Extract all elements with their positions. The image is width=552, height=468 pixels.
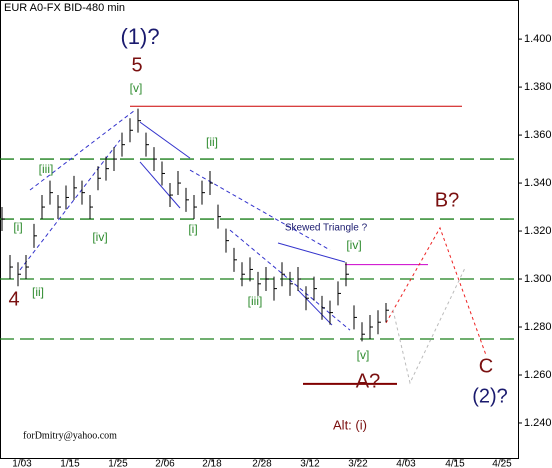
y-tick-label: 1.240 [524,417,552,429]
x-tick-label: 2/18 [202,459,222,468]
annotation-line [297,289,333,326]
y-tick-label: 1.320 [524,225,552,237]
annotation: [v] [130,81,143,95]
annotation: Skewed Triangle ? [285,223,368,234]
annotation-line [29,109,136,191]
annotation: (1)? [120,24,159,49]
y-tick-label: 1.360 [524,129,552,141]
y-tick-label: 1.300 [524,273,552,285]
annotation-line [139,161,181,209]
x-tick-label: 2/06 [155,459,175,468]
annotation: [i] [188,222,197,236]
x-tick-label: 4/25 [492,459,512,468]
annotation: [ii] [32,285,44,299]
x-tick-label: 1/03 [12,459,32,468]
y-tick-label: 1.380 [524,81,552,93]
annotation-line [139,121,191,159]
annotation: Alt: (i) [333,417,367,432]
x-tick-label: 3/22 [348,459,368,468]
x-tick-label: 2/28 [252,459,272,468]
y-tick-label: 1.280 [524,321,552,333]
annotation: [ii] [206,135,218,149]
annotation: C [479,355,493,377]
annotation: forDmitry@yahoo.com [23,430,117,441]
x-tick-label: 1/15 [60,459,80,468]
annotation: [iii] [248,294,263,308]
annotation-line [277,242,346,263]
annotation: (2)? [472,385,508,407]
annotation: [v] [357,348,370,362]
x-tick-label: 1/25 [108,459,128,468]
y-tick-label: 1.400 [524,33,552,45]
annotation: [i] [13,220,22,234]
x-tick-label: 3/12 [300,459,320,468]
annotation: 4 [8,288,19,310]
annotation: B? [435,189,459,211]
annotation-line [189,169,331,251]
annotation-line [392,267,466,385]
annotation-line [19,139,121,271]
annotation: [iv] [346,238,361,252]
x-tick-label: 4/15 [445,459,465,468]
chart-title: EUR A0-FX BID-480 min [4,2,125,14]
y-tick-label: 1.260 [524,369,552,381]
annotation-line [385,226,487,356]
plot-frame [0,0,519,459]
annotation: 5 [131,54,142,76]
annotation: [iv] [92,230,107,244]
y-tick-label: 1.340 [524,177,552,189]
x-tick-label: 4/03 [396,459,416,468]
annotation: A? [356,370,380,392]
annotation: [iii] [39,162,54,176]
